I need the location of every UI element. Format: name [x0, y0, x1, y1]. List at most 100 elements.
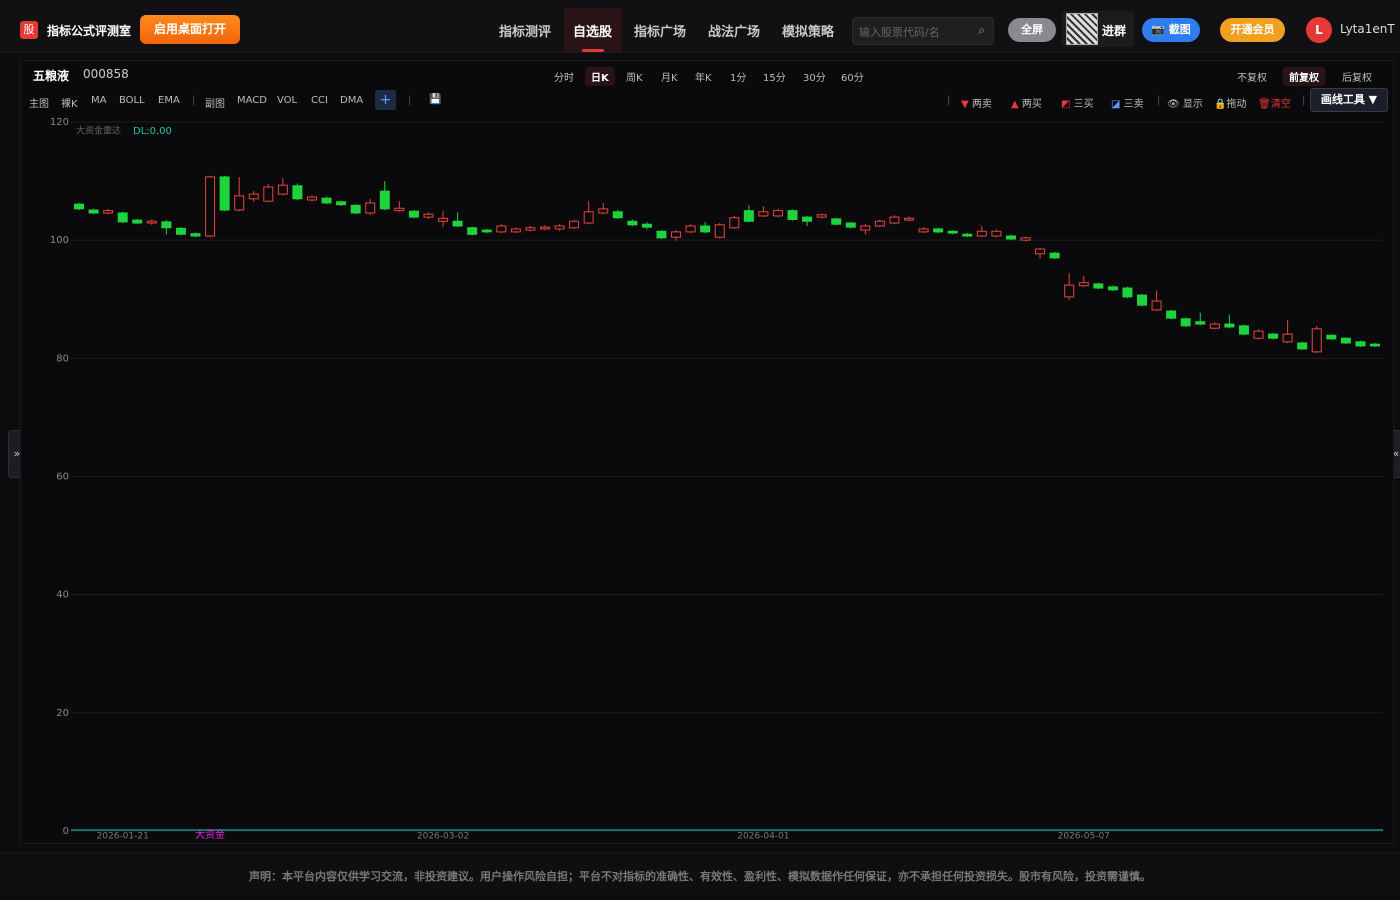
- candle-body: [1078, 282, 1089, 287]
- candle-body: [1268, 333, 1279, 339]
- separator: |: [1302, 95, 1306, 106]
- toolbar-item[interactable]: MA: [91, 95, 107, 106]
- nav-item[interactable]: 战法广场: [708, 25, 761, 40]
- nav-item[interactable]: 自选股: [573, 25, 613, 40]
- avatar[interactable]: L: [1306, 17, 1332, 43]
- nav-item[interactable]: 模拟策略: [782, 25, 835, 40]
- candle-body: [991, 230, 1002, 237]
- toolbar-item[interactable]: CCI: [311, 95, 328, 106]
- candle-body: [117, 212, 128, 223]
- period-tab[interactable]: 30分: [803, 73, 826, 84]
- add-indicator[interactable]: +: [375, 90, 396, 110]
- adjust-tab[interactable]: 后复权: [1342, 73, 1372, 84]
- search-icon[interactable]: ⌕: [978, 23, 985, 37]
- tool-item[interactable]: 🗑清空: [1258, 99, 1291, 110]
- search-box[interactable]: 输入股票代码/名 ⌕: [852, 17, 994, 45]
- adjust-tab[interactable]: 前复权: [1283, 67, 1325, 86]
- candle-body: [248, 193, 259, 200]
- candle-body: [772, 210, 783, 217]
- username[interactable]: Lyta1enT: [1340, 22, 1395, 36]
- desktop-button[interactable]: 启用桌面打开: [140, 15, 240, 44]
- candle-body: [1355, 341, 1366, 347]
- candle-body: [1020, 237, 1031, 241]
- toolbar-item[interactable]: DMA: [340, 95, 364, 106]
- candle-body: [700, 225, 711, 233]
- nav-item[interactable]: 指标广场: [634, 25, 687, 40]
- tool-item[interactable]: 🔒拖动: [1214, 99, 1247, 110]
- toolbar-item[interactable]: EMA: [158, 95, 180, 106]
- candle-body: [175, 227, 186, 235]
- candle-body: [1311, 328, 1322, 353]
- candle-body: [612, 211, 623, 219]
- candle-body: [146, 220, 157, 224]
- candle-body: [408, 210, 419, 218]
- candle-body: [350, 204, 361, 214]
- period-tab[interactable]: 60分: [841, 73, 864, 84]
- candle-body: [1064, 284, 1075, 298]
- candle-body: [802, 216, 813, 222]
- save-icon[interactable]: 💾: [429, 94, 442, 105]
- candle-body: [394, 207, 405, 212]
- toolbar-item[interactable]: 裸K: [61, 99, 78, 110]
- period-tab[interactable]: 月K: [661, 73, 678, 84]
- draw-tools-dropdown[interactable]: 画线工具 ▼: [1310, 88, 1388, 112]
- candle-body: [845, 222, 856, 228]
- candle-body: [263, 186, 274, 202]
- candle-body: [1180, 318, 1191, 327]
- tool-label: 三卖: [1123, 99, 1144, 110]
- candle-body: [452, 220, 463, 227]
- candle-body: [219, 176, 230, 211]
- tool-item[interactable]: ▼ 两卖: [961, 99, 992, 110]
- toolbar-item[interactable]: MACD: [237, 95, 267, 106]
- period-tab[interactable]: 分时: [554, 73, 574, 84]
- candle-body: [743, 210, 754, 222]
- tool-label: 拖动: [1226, 99, 1247, 110]
- candle-body: [685, 225, 696, 233]
- fullscreen-button[interactable]: 全屏: [1008, 18, 1056, 42]
- candle-body: [1049, 252, 1060, 259]
- nav-active-bg: [564, 8, 622, 52]
- candle-body: [554, 225, 565, 230]
- app-name: 指标公式评测室: [47, 24, 132, 38]
- y-tick-label: 60: [56, 472, 69, 483]
- candle-body: [132, 219, 143, 224]
- stock-code: 000858: [83, 67, 129, 81]
- candle-body: [1224, 323, 1235, 328]
- toolbar-item[interactable]: BOLL: [119, 95, 145, 106]
- candle-body: [1035, 248, 1046, 255]
- candle-body: [74, 203, 84, 210]
- nav-item[interactable]: 指标测评: [499, 25, 552, 40]
- toolbar-item[interactable]: VOL: [277, 95, 298, 106]
- adjust-tab[interactable]: 不复权: [1237, 73, 1267, 84]
- tool-item[interactable]: ▲ 两买: [1011, 99, 1042, 110]
- period-tab[interactable]: 1分: [730, 73, 747, 84]
- period-tab[interactable]: 周K: [626, 73, 643, 84]
- candle-body: [1326, 334, 1337, 340]
- vip-button[interactable]: 开通会员: [1220, 18, 1285, 42]
- footer: 声明：本平台内容仅供学习交流，非投资建议。用户操作风险自担；平台不对指标的准确性…: [0, 852, 1400, 895]
- nav-active-indicator: [582, 49, 604, 52]
- indicator-name: 大资金雷达: [76, 125, 121, 137]
- toolbar-item[interactable]: 主图: [29, 99, 49, 110]
- y-tick-label: 20: [56, 708, 69, 719]
- toolbar-item[interactable]: 副图: [205, 99, 225, 110]
- x-tick-label: 2026-01-21: [97, 832, 149, 842]
- screenshot-button[interactable]: 📷 截图: [1142, 18, 1200, 42]
- candle-body: [1137, 294, 1148, 306]
- candle-body: [714, 224, 725, 238]
- tool-item[interactable]: ◪ 三卖: [1111, 99, 1144, 110]
- tool-item[interactable]: 👁 显示: [1167, 99, 1203, 110]
- period-tab[interactable]: 日K: [585, 67, 615, 86]
- separator: |: [192, 95, 196, 106]
- candle-body: [1209, 323, 1220, 329]
- tool-item[interactable]: ◩ 三买: [1061, 99, 1094, 110]
- candle-body: [525, 227, 536, 231]
- candle-body: [1093, 283, 1104, 289]
- y-tick-label: 0: [63, 826, 69, 837]
- group-label[interactable]: 进群: [1102, 24, 1127, 38]
- period-tab[interactable]: 年K: [695, 73, 712, 84]
- separator: |: [947, 95, 951, 106]
- period-tab[interactable]: 15分: [763, 73, 786, 84]
- disclaimer: 声明：本平台内容仅供学习交流，非投资建议。用户操作风险自担；平台不对指标的准确性…: [249, 870, 1151, 883]
